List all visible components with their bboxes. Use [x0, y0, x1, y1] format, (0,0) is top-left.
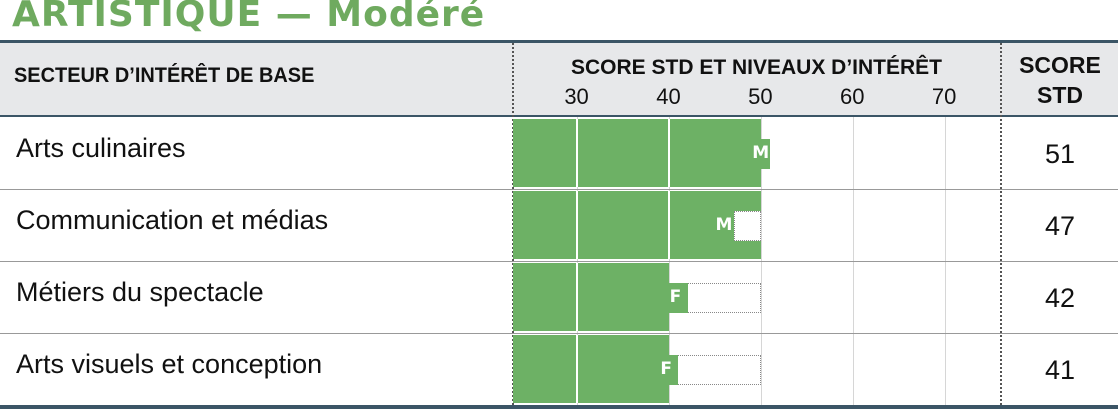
interest-level-band — [513, 335, 670, 403]
sector-column-header: SECTEUR D’INTÉRÊT DE BASE — [14, 64, 315, 87]
header-rule — [0, 115, 1118, 117]
score-std-value: 41 — [1044, 355, 1076, 385]
score-gap-box — [733, 211, 762, 241]
sector-label: Arts culinaires — [16, 133, 186, 163]
score-marker: M — [715, 215, 733, 235]
page-title: ARTISTIQUE — Modéré — [12, 0, 486, 35]
row-separator — [0, 189, 1118, 190]
sector-label: Arts visuels et conception — [16, 349, 323, 379]
row-separator — [0, 261, 1118, 262]
score-std-column-header: SCORE STD — [1002, 50, 1118, 110]
score-bar — [669, 283, 688, 313]
interest-level-band — [513, 191, 762, 259]
score-std-value: 51 — [1044, 139, 1076, 169]
score-marker: M — [752, 143, 770, 163]
score-std-value: 42 — [1044, 283, 1076, 313]
score-bar — [669, 355, 679, 385]
band-segment-divider — [576, 335, 579, 403]
x-tick-40: 40 — [656, 84, 681, 109]
score-std-value: 47 — [1044, 211, 1076, 241]
band-segment-divider — [576, 191, 579, 259]
bottom-rule — [0, 405, 1118, 409]
band-segment-divider — [668, 191, 671, 259]
score-std-header-line2: STD — [1037, 82, 1083, 108]
score-marker: F — [669, 287, 682, 307]
score-extension-box — [669, 355, 762, 385]
interest-level-band — [513, 263, 670, 331]
x-tick-70: 70 — [931, 84, 957, 109]
x-tick-30: 30 — [564, 84, 589, 109]
chart-right-divider — [1000, 43, 1002, 405]
sector-label: Métiers du spectacle — [16, 277, 264, 307]
band-segment-divider — [576, 263, 579, 331]
score-levels-column-header: SCORE STD ET NIVEAUX D’INTÉRÊT — [570, 56, 943, 79]
sector-label: Communication et médias — [16, 205, 329, 235]
interest-level-band — [513, 119, 762, 187]
score-bar — [761, 139, 771, 169]
x-tick-60: 60 — [839, 84, 865, 109]
score-marker: F — [660, 359, 673, 379]
top-rule — [0, 40, 1118, 43]
x-tick-50: 50 — [748, 84, 773, 109]
band-segment-divider — [576, 119, 579, 187]
row-separator — [0, 333, 1118, 334]
band-segment-divider — [668, 119, 671, 187]
score-std-header-line1: SCORE — [1019, 52, 1101, 78]
table-header-background — [0, 43, 1118, 115]
